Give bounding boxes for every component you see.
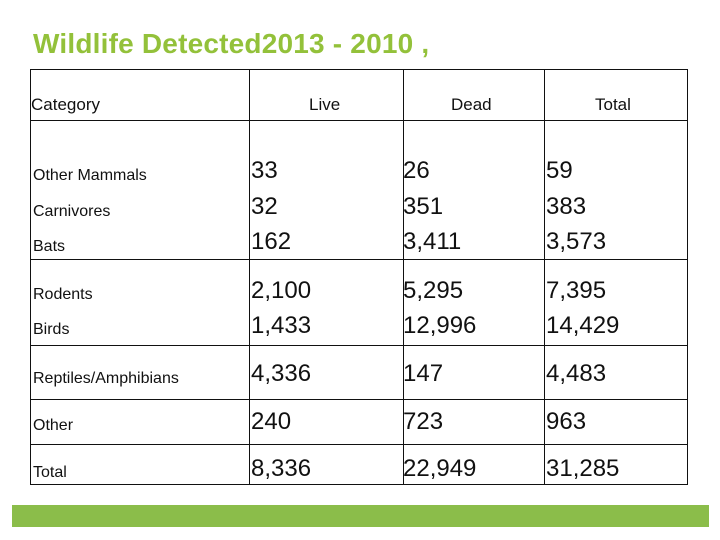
- value-carnivores-total: 383: [546, 193, 587, 220]
- value-total-dead: 22,949: [403, 455, 477, 482]
- value-bats-live: 162: [251, 228, 292, 255]
- value-carnivores-live: 32: [251, 193, 278, 220]
- value-other-total: 963: [546, 408, 587, 435]
- value-other-mammals-live: 33: [251, 157, 278, 184]
- header-dead: Dead: [451, 95, 492, 114]
- value-other-mammals-dead: 26: [403, 157, 430, 184]
- value-rodents-live: 2,100: [251, 277, 312, 304]
- column-divider: [403, 70, 404, 484]
- value-reptiles-total: 4,483: [546, 360, 607, 387]
- category-reptiles-amphibians: Reptiles/Amphibians: [33, 370, 179, 387]
- data-table: [30, 69, 688, 485]
- value-bats-dead: 3,411: [403, 228, 462, 255]
- value-total-live: 8,336: [251, 455, 312, 482]
- value-rodents-dead: 5,295: [403, 277, 464, 304]
- category-bats: Bats: [33, 238, 66, 255]
- row-divider: [31, 399, 687, 400]
- category-total: Total: [33, 464, 67, 481]
- value-other-mammals-total: 59: [546, 157, 573, 184]
- row-divider: [31, 345, 687, 346]
- slide-title: Wildlife Detected2013 - 2010 ,: [33, 28, 430, 59]
- value-rodents-total: 7,395: [546, 277, 607, 304]
- value-birds-total: 14,429: [546, 312, 620, 339]
- row-divider: [31, 259, 687, 260]
- row-divider: [31, 444, 687, 445]
- value-reptiles-dead: 147: [403, 360, 444, 387]
- value-other-live: 240: [251, 408, 292, 435]
- value-total-total: 31,285: [546, 455, 620, 482]
- header-live: Live: [309, 95, 341, 114]
- category-carnivores: Carnivores: [33, 203, 111, 220]
- value-carnivores-dead: 351: [403, 193, 444, 220]
- value-other-dead: 723: [403, 408, 444, 435]
- column-divider: [249, 70, 250, 484]
- value-birds-live: 1,433: [251, 312, 312, 339]
- footer-bar: [12, 505, 709, 527]
- value-birds-dead: 12,996: [403, 312, 477, 339]
- column-divider: [544, 70, 545, 484]
- value-reptiles-live: 4,336: [251, 360, 312, 387]
- category-birds: Birds: [33, 321, 70, 338]
- row-divider: [31, 120, 687, 121]
- category-other: Other: [33, 417, 74, 434]
- value-bats-total: 3,573: [546, 228, 607, 255]
- header-total: Total: [595, 95, 631, 114]
- category-rodents: Rodents: [33, 286, 93, 303]
- category-other-mammals: Other Mammals: [33, 167, 147, 184]
- header-category: Category: [31, 95, 100, 114]
